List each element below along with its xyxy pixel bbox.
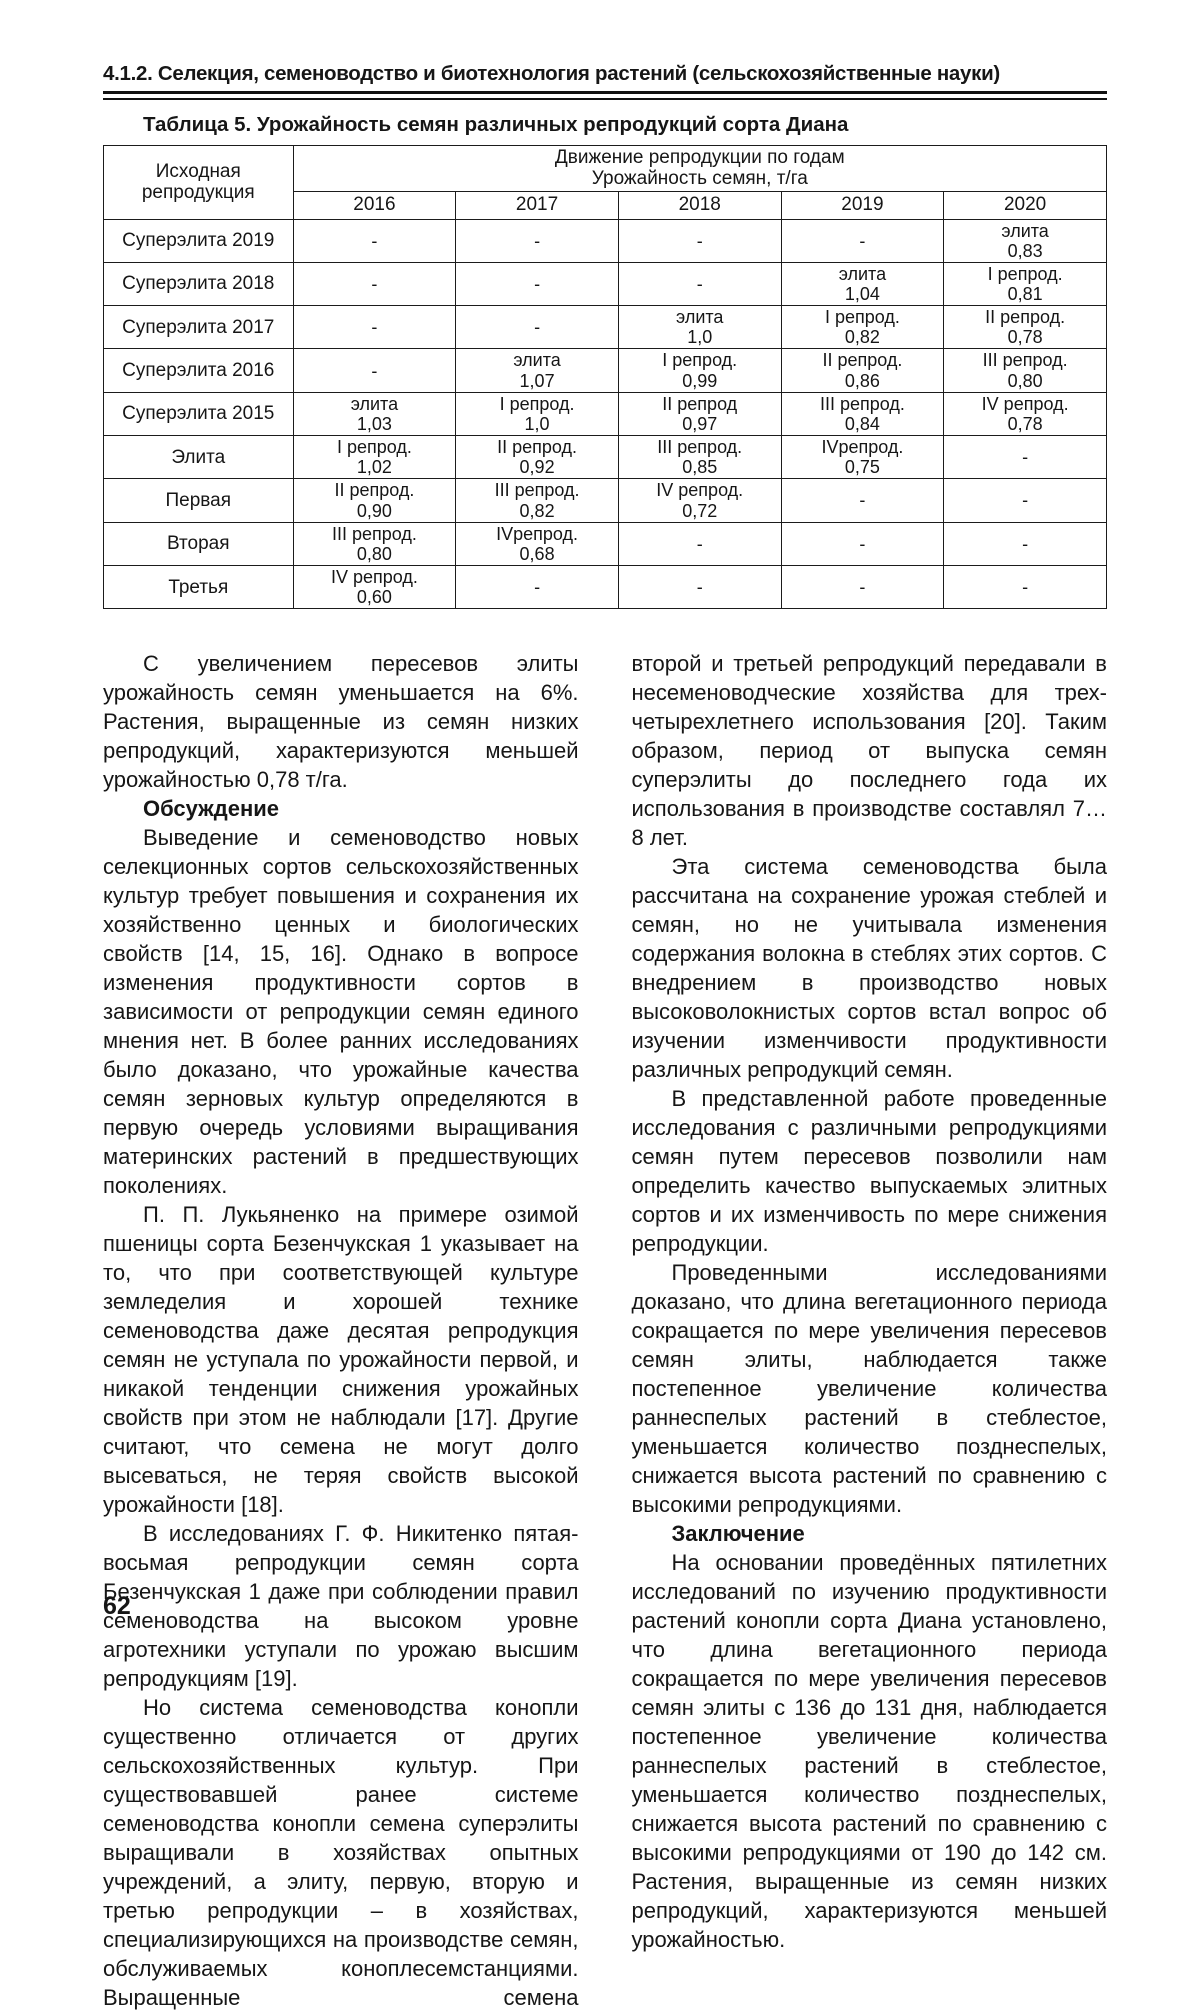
body-columns: С увеличением пересевов элиты урожайност… (103, 649, 1107, 2012)
column-header-initial-reproduction: Исходная репродукция (103, 145, 294, 220)
conclusion-heading: Заключение (671, 1521, 805, 1547)
paragraph: В исследованиях Г. Ф. Никитенко пятая-во… (103, 1521, 579, 1692)
paragraph: Проведенными исследованиями доказано, чт… (631, 1260, 1108, 1518)
column-header-year: 2020 (943, 190, 1107, 220)
section-header: 4.1.2. Селекция, семеноводство и биотехн… (103, 62, 1000, 85)
paragraph: На основании проведённых пятилетних иссл… (631, 1550, 1108, 1953)
table-cell: - (780, 218, 945, 263)
table-caption: Таблица 5. Урожайность семян различных р… (143, 113, 849, 136)
table-cell: элита 1,07 (455, 348, 619, 393)
paragraph: С увеличением пересевов элиты урожайност… (103, 651, 579, 793)
table-cell: III репрод. 0,80 (292, 521, 457, 567)
paragraph: Но система семеноводства конопли существ… (103, 1695, 579, 2011)
table-row: Суперэлита 2015 элита 1,03 I репрод. 1,0 II… (103, 391, 1107, 437)
table-cell: II репрод 0,97 (617, 391, 782, 437)
right-column: второй и третьей репродукций передавали … (632, 649, 1108, 2012)
table-cell: - (943, 478, 1107, 523)
table-cell: элита 1,03 (292, 391, 457, 437)
page-number: 62 (103, 1592, 131, 1620)
table-row: Третья IV репрод. 0,60- - - - (103, 565, 1107, 610)
table-cell: II репрод. 0,78 (943, 305, 1107, 350)
row-header-reproduction: Элита (103, 435, 294, 480)
row-header-reproduction: Суперэлита 2016 (103, 348, 294, 393)
table-cell: II репрод. 0,86 (780, 348, 945, 393)
row-header-reproduction: Вторая (103, 521, 294, 567)
column-header-year: 2018 (617, 190, 782, 220)
row-header-reproduction: Суперэлита 2017 (103, 305, 294, 350)
table-cell: IV репрод. 0,60 (292, 565, 457, 610)
row-header-reproduction: Суперэлита 2019 (103, 218, 294, 263)
paragraph: В представленной работе проведенные иссл… (631, 1086, 1108, 1257)
table-cell: III репрод. 0,82 (455, 478, 619, 523)
table-row: Суперэлита 2018- - - элита 1,04 I репрод. 0,… (103, 261, 1107, 307)
left-column: С увеличением пересевов элиты урожайност… (103, 649, 579, 2012)
table-cell: - (943, 435, 1107, 480)
table-cell: III репрод. 0,80 (943, 348, 1107, 393)
table-cell: - (455, 305, 619, 350)
table-row: Первая II репрод. 0,90 III репрод. 0,82 IV … (103, 478, 1107, 523)
row-header-reproduction: Суперэлита 2018 (103, 261, 294, 307)
table-cell: I репрод. 1,02 (292, 435, 457, 480)
table-cell: - (455, 261, 619, 307)
table-cell: элита 1,0 (617, 305, 782, 350)
row-header-reproduction: Первая (103, 478, 294, 523)
table-cell: - (292, 218, 457, 263)
table-cell: - (455, 565, 619, 610)
table-cell: I репрод. 0,99 (617, 348, 782, 393)
row-header-reproduction: Суперэлита 2015 (103, 391, 294, 437)
header-rule-divider (103, 91, 1107, 100)
paragraph: Выведение и семеноводство новых селекцио… (103, 825, 579, 1199)
table-cell: элита 0,83 (943, 218, 1107, 263)
table-body: Суперэлита 2019- - - - элита 0,83 Суперэлита … (103, 218, 1107, 610)
table-cell: IV репрод. 0,72 (617, 478, 782, 523)
table-row: Вторая III репрод. 0,80 IVрепрод. 0,68- - - (103, 521, 1107, 567)
table-header-row: Исходная репродукция Движение репродукци… (103, 145, 1108, 220)
paragraph: Эта система семеноводства была рассчитан… (631, 854, 1108, 1083)
column-group-header: Движение репродукции по годам Урожайност… (292, 145, 1108, 192)
table-cell: - (455, 218, 619, 263)
table-cell: - (617, 218, 782, 263)
table-cell: - (617, 261, 782, 307)
table-cell: III репрод. 0,85 (617, 435, 782, 480)
table-cell: элита 1,04 (780, 261, 945, 307)
table-cell: IVрепрод. 0,75 (780, 435, 945, 480)
column-header-year: 2019 (780, 190, 945, 220)
table-year-row: 2016 2017 2018 2019 2020 (104, 190, 1107, 220)
column-header-year: 2017 (455, 190, 619, 220)
table-cell: IVрепрод. 0,68 (455, 521, 619, 567)
table-cell: I репрод. 1,0 (455, 391, 619, 437)
table-row: Суперэлита 2016- элита 1,07 I репрод. 0,99… (103, 348, 1107, 393)
table-cell: IV репрод. 0,78 (943, 391, 1107, 437)
table-cell: - (292, 261, 457, 307)
table-cell: - (292, 305, 457, 350)
table-cell: - (943, 521, 1107, 567)
table-row: Суперэлита 2017- - элита 1,0 I репрод. 0,82… (103, 305, 1107, 350)
table-cell: II репрод. 0,92 (455, 435, 619, 480)
table-cell: - (617, 565, 782, 610)
page-content: 4.1.2. Селекция, семеноводство и биотехн… (103, 0, 1108, 2012)
table-cell: II репрод. 0,90 (292, 478, 457, 523)
table-cell: - (292, 348, 457, 393)
table-cell: - (617, 521, 782, 567)
table-cell: - (780, 565, 945, 610)
row-header-reproduction: Третья (103, 565, 294, 610)
table-cell: - (780, 478, 945, 523)
table-cell: - (943, 565, 1107, 610)
discussion-heading: Обсуждение (143, 796, 279, 822)
column-header-year: 2016 (292, 190, 457, 220)
paragraph: второй и третьей репродукций передавали … (631, 651, 1108, 851)
table-row: Суперэлита 2019- - - - элита 0,83 (103, 218, 1107, 263)
paragraph: П. П. Лукьяненко на примере озимой пшени… (103, 1202, 579, 1518)
table-cell: III репрод. 0,84 (780, 391, 945, 437)
table-cell: I репрод. 0,82 (780, 305, 945, 350)
table-cell: I репрод. 0,81 (943, 261, 1107, 307)
table-cell: - (780, 521, 945, 567)
table-row: Элита I репрод. 1,02 II репрод. 0,92 III ре… (103, 435, 1107, 480)
yield-table: Исходная репродукция Движение репродукци… (103, 145, 1108, 610)
